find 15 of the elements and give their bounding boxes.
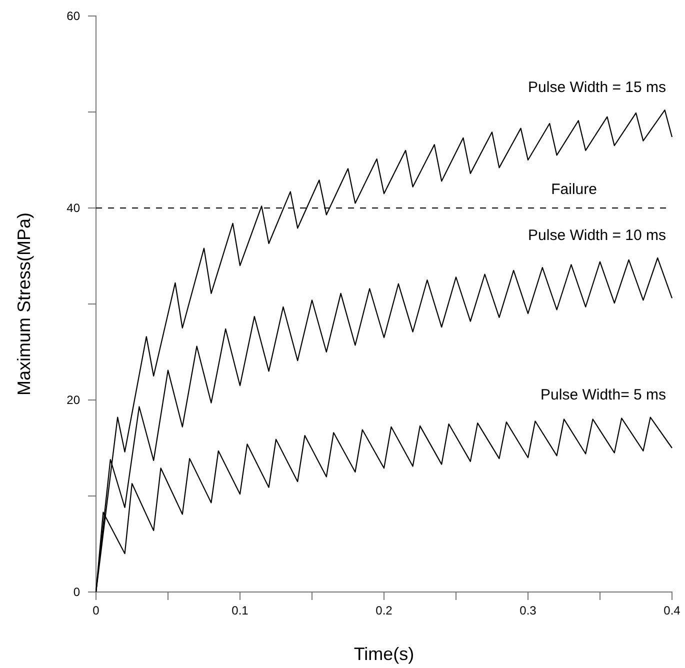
series-label: Pulse Width = 15 ms bbox=[528, 79, 666, 96]
ref-line-label: Failure bbox=[551, 181, 598, 198]
x-tick-label: 0.4 bbox=[664, 604, 681, 618]
series-label: Pulse Width= 5 ms bbox=[540, 386, 666, 404]
x-tick-label: 0.3 bbox=[520, 604, 537, 618]
y-tick-label: 20 bbox=[66, 392, 80, 407]
y-tick-label: 60 bbox=[66, 8, 80, 23]
y-tick-label: 0 bbox=[73, 584, 80, 599]
x-tick-label: 0.2 bbox=[376, 604, 393, 618]
x-tick-label: 0.1 bbox=[232, 604, 249, 618]
y-tick-label: 40 bbox=[66, 200, 80, 215]
series-label: Pulse Width = 10 ms bbox=[528, 226, 666, 244]
y-axis-title: Maximum Stress(MPa) bbox=[14, 212, 34, 396]
x-tick-label: 0 bbox=[92, 604, 100, 618]
x-axis-title: Time(s) bbox=[354, 644, 414, 664]
